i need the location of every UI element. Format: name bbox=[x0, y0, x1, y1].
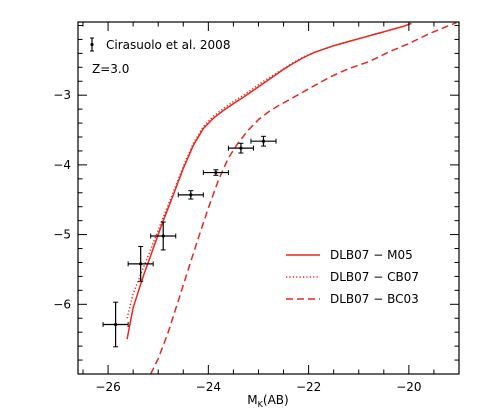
series-layer bbox=[126, 22, 457, 374]
observed-legend-label: Cirasuolo et al. 2008 bbox=[106, 38, 230, 52]
data-point bbox=[113, 322, 118, 327]
legend-label-m05: DLB07 − M05 bbox=[330, 248, 413, 262]
x-axis-label-subscript: K bbox=[258, 400, 264, 409]
observed-point bbox=[102, 301, 129, 348]
legend: DLB07 − M05 DLB07 − CB07 DLB07 − BC03 bbox=[286, 248, 419, 306]
observed-point bbox=[250, 135, 277, 147]
observed-point bbox=[202, 169, 229, 176]
x-axis-label: MK(AB) bbox=[247, 393, 288, 409]
observed-point bbox=[150, 221, 177, 251]
data-point bbox=[239, 146, 243, 150]
x-axis-label-suffix: (AB) bbox=[263, 393, 289, 407]
observed-point bbox=[227, 142, 254, 154]
y-tick-label: −6 bbox=[53, 297, 71, 311]
y-tick-labels: −6 −5 −4 −3 bbox=[53, 88, 71, 311]
observed-legend-dot bbox=[90, 42, 94, 47]
plot-frame bbox=[77, 21, 460, 375]
legend-label-bc03: DLB07 − BC03 bbox=[330, 292, 419, 306]
redshift-annotation: Z=3.0 bbox=[92, 62, 129, 76]
axis-ticks bbox=[78, 22, 460, 375]
y-tick-label: −5 bbox=[53, 228, 71, 242]
x-axis-label-main: M bbox=[247, 393, 257, 407]
observed-point bbox=[127, 245, 154, 282]
series-line-1 bbox=[126, 22, 412, 319]
data-point bbox=[139, 262, 143, 266]
x-tick-label: −24 bbox=[196, 380, 221, 394]
legend-label-cb07: DLB07 − CB07 bbox=[330, 270, 419, 284]
x-tick-label: −20 bbox=[396, 380, 421, 394]
y-tick-label: −4 bbox=[53, 158, 71, 172]
data-point bbox=[261, 139, 266, 143]
y-tick-label: −3 bbox=[53, 88, 71, 102]
series-line-0 bbox=[126, 22, 412, 340]
x-tick-label: −26 bbox=[95, 380, 120, 394]
observed-legend: Cirasuolo et al. 2008 bbox=[90, 37, 230, 52]
series-line-2 bbox=[150, 22, 457, 374]
data-point bbox=[214, 170, 218, 175]
data-point bbox=[161, 234, 165, 238]
observed-point bbox=[177, 190, 204, 200]
x-tick-label: −22 bbox=[296, 380, 321, 394]
data-point bbox=[189, 193, 193, 197]
x-tick-labels: −26 −24 −22 −20 bbox=[95, 380, 421, 394]
observed-points bbox=[102, 135, 277, 348]
